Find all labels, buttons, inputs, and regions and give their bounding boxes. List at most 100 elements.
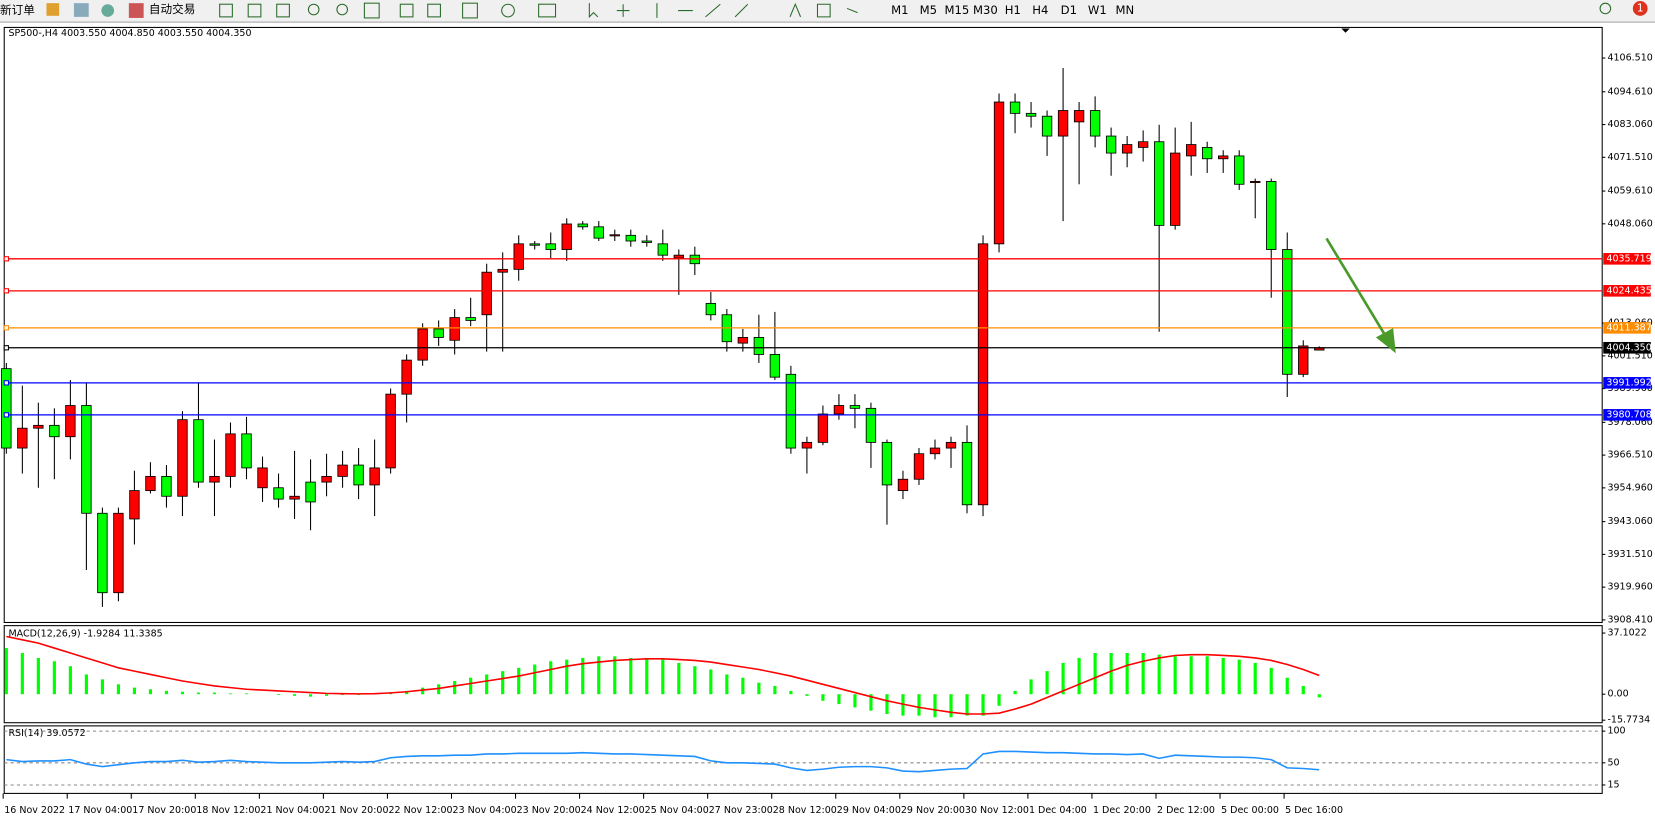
level-tag: [1603, 377, 1651, 389]
candle-body: [593, 226, 604, 239]
new-order-button[interactable]: 新订单: [0, 3, 35, 17]
timeframe-button[interactable]: M1: [891, 3, 908, 17]
timeframes: M1 M5 M15 M30 H1 H4 D1 W1 MN: [891, 3, 1134, 17]
candle-body: [1250, 181, 1261, 183]
notification-badge[interactable]: [1632, 1, 1648, 16]
icon[interactable]: [789, 2, 858, 18]
level-tag: [1603, 409, 1651, 421]
level-handle: [3, 412, 9, 418]
level-tag: [1603, 341, 1651, 354]
y-tick-label: 4083.060: [1607, 119, 1652, 130]
candle-body: [1073, 110, 1085, 123]
icon[interactable]: [128, 3, 144, 18]
icon[interactable]: [73, 3, 89, 17]
toolbar-icons: [219, 2, 1612, 19]
candle-body: [1057, 110, 1069, 137]
icon[interactable]: [276, 3, 290, 18]
indicator-line: [6, 750, 1320, 773]
rsi-panel: [3, 725, 1603, 794]
y-tick-label: 0.00: [1607, 689, 1628, 700]
y-tick-label: 15: [1607, 779, 1619, 790]
chart-title: SP500-,H4 4003.550 4004.850 4003.550 400…: [8, 28, 251, 39]
timeframe-button[interactable]: H4: [1032, 3, 1048, 17]
y-tick-label: 3919.960: [1607, 582, 1652, 593]
candle-body: [785, 373, 797, 449]
x-tick-label: 17 Nov 04:00: [68, 805, 132, 816]
macd-panel: [3, 625, 1603, 724]
candle-body: [449, 317, 460, 341]
timeframe-button[interactable]: W1: [1088, 3, 1107, 17]
x-tick-label: 21 Nov 20:00: [324, 805, 388, 816]
candle-body: [1121, 144, 1133, 154]
candle-body: [33, 424, 44, 429]
y-tick-label: 3931.510: [1607, 549, 1652, 560]
timeframe-button[interactable]: MN: [1115, 3, 1134, 17]
icon[interactable]: [336, 3, 349, 16]
level-label: 3991.992: [1606, 377, 1651, 388]
icon[interactable]: [101, 4, 115, 17]
candle-body: [1234, 155, 1245, 185]
level-label: 4024.435: [1606, 285, 1651, 296]
search-icon[interactable]: [1599, 2, 1612, 15]
main-panel: [3, 26, 1603, 624]
trend-arrow: [1325, 237, 1396, 354]
candle-body: [97, 512, 108, 594]
candle-body: [705, 302, 717, 316]
candle-body: [865, 407, 877, 443]
level-handle: [3, 380, 9, 386]
icon[interactable]: [588, 3, 599, 19]
y-tick-label: 4001.510: [1607, 350, 1652, 361]
timeframe-button[interactable]: H1: [1005, 3, 1021, 17]
candle-body: [1169, 152, 1181, 226]
candle-body: [385, 393, 396, 469]
level-label: 4004.350: [1606, 342, 1651, 353]
candle-body: [529, 243, 540, 246]
icon[interactable]: [46, 3, 60, 16]
icon[interactable]: [247, 3, 262, 18]
candle-body: [81, 405, 92, 514]
level-handle: [3, 288, 9, 294]
icon[interactable]: [616, 4, 630, 17]
candle-body: [657, 243, 668, 256]
x-tick-label: 30 Nov 12:00: [965, 805, 1029, 816]
x-tick-label: 28 Nov 12:00: [773, 805, 837, 816]
x-tick-label: 1 Dec 04:00: [1029, 805, 1087, 816]
candle-body: [769, 354, 781, 378]
icon[interactable]: [501, 3, 515, 18]
level-handle: [3, 325, 9, 331]
y-tick-label: 4059.610: [1607, 186, 1652, 197]
icon[interactable]: [307, 3, 320, 16]
timeframe-button[interactable]: D1: [1061, 3, 1077, 17]
candle-body: [1202, 146, 1213, 160]
level-handle: [3, 345, 9, 351]
icon[interactable]: [462, 2, 478, 19]
candle-body: [1282, 249, 1293, 375]
toolbar: 新订单 自动交易 M1 M5 M15 M30 H1 H4 D1 W1 MN 1: [0, 0, 1655, 23]
x-tick-label: 29 Nov 20:00: [901, 805, 965, 816]
y-tick-label: 50: [1607, 757, 1619, 768]
y-tick-label: 3943.060: [1607, 516, 1652, 527]
candle-body: [609, 234, 620, 237]
y-tick-label: 4071.510: [1607, 152, 1652, 163]
icon[interactable]: [656, 3, 749, 18]
candle-body: [961, 441, 973, 506]
timeframe-button[interactable]: M30: [973, 3, 998, 17]
icon[interactable]: [219, 3, 233, 18]
timeframe-button[interactable]: M15: [944, 3, 969, 17]
candle-body: [1186, 144, 1197, 157]
level-handle: [3, 256, 9, 262]
icon[interactable]: [538, 3, 557, 18]
candle-body: [993, 101, 1005, 245]
icon[interactable]: [399, 3, 414, 18]
timeframe-button[interactable]: M5: [920, 3, 937, 17]
candle-body: [369, 467, 380, 486]
candle-body: [1089, 110, 1101, 137]
candle-body: [945, 441, 957, 449]
auto-trading-button[interactable]: 自动交易: [149, 2, 195, 16]
icon[interactable]: [363, 2, 380, 19]
icon[interactable]: [427, 3, 441, 18]
x-tick-label: 25 Nov 04:00: [645, 805, 709, 816]
candle-body: [1025, 112, 1037, 117]
